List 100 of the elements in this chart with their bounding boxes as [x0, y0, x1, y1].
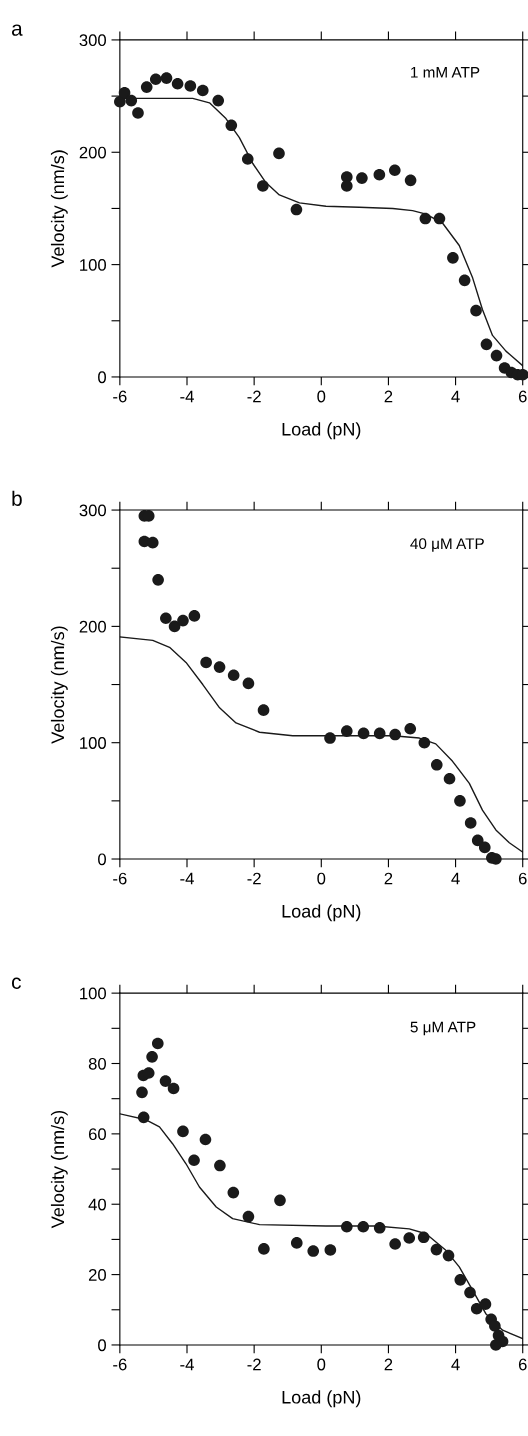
point	[373, 727, 386, 740]
point	[167, 1082, 180, 1095]
point	[470, 1302, 483, 1315]
point	[242, 677, 255, 690]
point	[149, 73, 162, 86]
point	[324, 732, 336, 744]
x-tick-label: 2	[384, 872, 393, 885]
y-axis-title: Velocity (nm/s)	[50, 1110, 68, 1229]
point	[404, 722, 417, 735]
point	[458, 274, 471, 287]
point	[258, 1243, 270, 1255]
x-tick-label: 6	[518, 1358, 527, 1371]
point	[447, 252, 459, 264]
x-axis-title: Load (pN)	[282, 904, 361, 922]
point	[389, 164, 401, 177]
y-tick-label: 80	[88, 1057, 107, 1070]
point	[489, 1320, 501, 1332]
x-tick-label: -2	[247, 872, 261, 885]
x-tick-label: 0	[317, 1358, 326, 1371]
point	[188, 610, 201, 622]
y-tick-label: 200	[79, 146, 107, 159]
x-tick-label: 6	[518, 872, 527, 885]
point	[324, 1244, 337, 1256]
point	[257, 180, 269, 192]
x-axis-title: Load (pN)	[282, 422, 361, 440]
point	[225, 119, 238, 132]
y-tick-label: 20	[88, 1268, 107, 1281]
point	[480, 338, 493, 351]
point	[159, 1075, 172, 1087]
y-axis-title: Velocity (nm/s)	[50, 626, 68, 744]
point	[196, 84, 209, 97]
y-tick-label: 60	[88, 1128, 107, 1141]
x-tick-label: 4	[451, 1358, 460, 1371]
point	[257, 704, 270, 716]
point	[403, 1232, 416, 1244]
line-series	[119, 636, 523, 853]
point	[340, 1220, 353, 1233]
point	[227, 669, 240, 682]
annotation: 1 mM ATP	[411, 67, 480, 78]
point	[177, 614, 189, 627]
point	[118, 86, 131, 99]
point	[137, 1111, 150, 1124]
point	[140, 81, 153, 93]
point	[290, 1237, 303, 1249]
y-tick-label: 0	[98, 853, 107, 866]
y-tick-label: 0	[98, 371, 107, 384]
point	[464, 817, 477, 829]
point	[273, 147, 285, 160]
point	[177, 1125, 189, 1138]
x-tick-label: 0	[317, 872, 326, 885]
point	[125, 94, 138, 107]
x-tick-label: -4	[180, 872, 194, 885]
point	[184, 80, 197, 92]
point	[340, 725, 353, 737]
x-tick-label: -4	[180, 1358, 194, 1371]
point	[114, 95, 126, 108]
x-tick-label: -4	[180, 390, 194, 403]
point	[168, 620, 181, 633]
x-tick-label: -6	[113, 1358, 127, 1371]
x-tick-label: 4	[451, 390, 460, 403]
point	[454, 795, 466, 807]
point	[490, 349, 503, 362]
point	[389, 1238, 401, 1250]
x-tick-label: -2	[247, 390, 261, 403]
point	[274, 1194, 286, 1207]
point	[227, 1186, 240, 1199]
point	[454, 1274, 467, 1286]
point	[430, 1243, 443, 1256]
point	[307, 1245, 320, 1257]
point	[340, 180, 353, 192]
point	[373, 1221, 386, 1234]
point	[443, 772, 456, 785]
annotation: 40 μM ATP	[410, 538, 484, 552]
point	[430, 758, 443, 771]
point	[160, 72, 173, 84]
y-tick-label: 100	[80, 737, 107, 749]
point	[151, 1037, 164, 1050]
point	[373, 168, 386, 181]
y-tick-label: 100	[80, 987, 107, 1000]
point	[418, 736, 431, 749]
y-tick-label: 100	[80, 259, 107, 271]
x-tick-label: 4	[451, 872, 460, 885]
point	[199, 1133, 212, 1146]
y-tick-label: 300	[79, 34, 107, 47]
point	[464, 1286, 476, 1299]
point	[490, 1339, 502, 1351]
point	[357, 1220, 370, 1233]
point	[152, 574, 164, 586]
point	[471, 834, 484, 847]
point	[213, 661, 226, 673]
chart-title: a	[11, 24, 23, 36]
y-tick-label: 300	[79, 504, 107, 517]
point	[357, 727, 370, 740]
point	[160, 612, 172, 625]
point	[404, 174, 417, 187]
chart-title: c	[11, 977, 21, 990]
point	[290, 203, 303, 216]
y-tick-label: 200	[79, 620, 107, 633]
chart-title: b	[12, 490, 22, 506]
x-tick-label: 0	[317, 390, 326, 403]
